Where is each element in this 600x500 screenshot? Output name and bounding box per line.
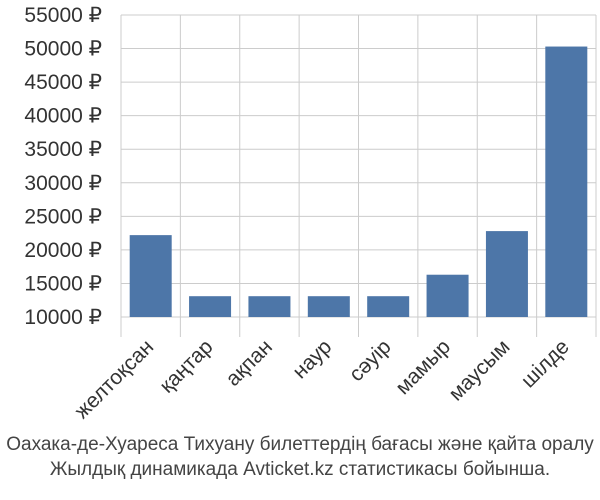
y-tick-label: 55000 ₽ <box>24 4 102 27</box>
y-tick-label: 25000 ₽ <box>24 205 102 228</box>
bar <box>426 274 469 317</box>
bar <box>367 296 410 317</box>
bar <box>129 235 172 317</box>
bar <box>189 296 232 317</box>
y-tick-label: 40000 ₽ <box>24 105 102 128</box>
chart-caption-line-2: Жылдық динамикада Avticket.kz статистика… <box>49 459 551 480</box>
x-tick-label: ақпан <box>221 335 277 391</box>
chart-caption-line-1: Оахака-де-Хуареса Тихуану билеттердің ба… <box>6 434 594 455</box>
y-tick-label: 20000 ₽ <box>24 239 102 262</box>
x-tick-label: сәуір <box>345 335 396 386</box>
bar <box>307 296 350 317</box>
y-tick-label: 15000 ₽ <box>24 272 102 295</box>
vertical-gridlines <box>120 15 597 337</box>
bar <box>545 46 588 317</box>
y-tick-label: 35000 ₽ <box>24 138 102 161</box>
y-tick-label: 10000 ₽ <box>24 306 102 329</box>
bar <box>248 296 291 317</box>
x-tick-label: наур <box>288 335 336 383</box>
y-axis-tick-labels: 10000 ₽ 15000 ₽ 20000 ₽ 25000 ₽ 30000 ₽ 35000… <box>24 4 102 329</box>
y-tick-label: 30000 ₽ <box>24 172 102 195</box>
y-tick-label: 45000 ₽ <box>24 71 102 94</box>
bars <box>129 46 588 317</box>
x-tick-label: қаңтар <box>155 335 217 397</box>
horizontal-gridlines <box>121 14 596 318</box>
bar-chart: 10000 ₽ 15000 ₽ 20000 ₽ 25000 ₽ 30000 ₽ 35000… <box>24 4 597 423</box>
x-tick-label: маусым <box>444 335 514 405</box>
bar <box>485 231 528 317</box>
x-tick-label: желтоқсан <box>70 335 158 423</box>
y-tick-label: 50000 ₽ <box>24 38 102 61</box>
x-tick-label: шілде <box>517 335 574 392</box>
